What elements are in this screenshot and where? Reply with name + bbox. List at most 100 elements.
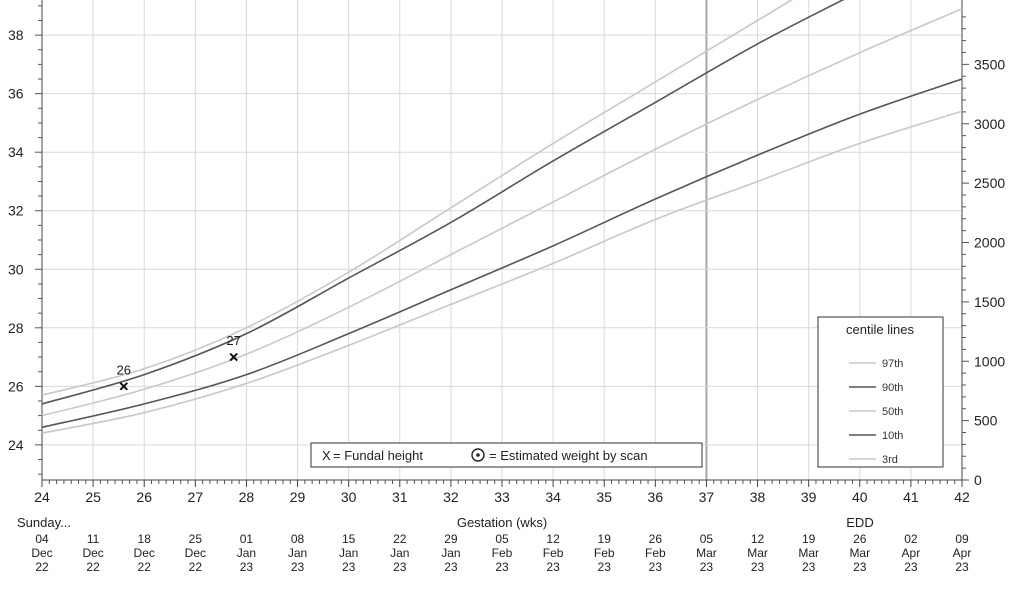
date-day-label: 09 — [955, 532, 969, 546]
date-year-label: 23 — [444, 560, 458, 574]
x-tick-label: 41 — [903, 489, 919, 505]
date-year-label: 23 — [751, 560, 765, 574]
measurement-marks: 26 27 — [117, 333, 241, 391]
date-year-label: 23 — [393, 560, 407, 574]
x-tick-label: 40 — [852, 489, 868, 505]
y-left-tick-label: 28 — [8, 320, 24, 336]
date-day-label: 26 — [853, 532, 867, 546]
fundal-mark — [119, 382, 128, 391]
date-day-label: 22 — [393, 532, 407, 546]
date-month-label: Feb — [594, 546, 615, 560]
y-right-tick-label: 1500 — [974, 294, 1005, 310]
y-right-tick-label: 500 — [974, 413, 998, 429]
date-year-label: 22 — [189, 560, 203, 574]
y-left-tick-label: 34 — [8, 144, 24, 160]
date-day-label: 05 — [700, 532, 714, 546]
start-day-label: Sunday... — [17, 515, 71, 530]
legend-label: 90th — [882, 382, 903, 394]
date-year-label: 22 — [86, 560, 100, 574]
date-month-label: Dec — [185, 546, 206, 560]
y-right-tick-label: 0 — [974, 472, 982, 488]
date-day-label: 18 — [138, 532, 152, 546]
date-month-label: Jan — [288, 546, 307, 560]
x-tick-label: 27 — [188, 489, 204, 505]
y-left-tick-label: 26 — [8, 378, 24, 394]
x-tick-label: 36 — [648, 489, 664, 505]
scan-weight-icon — [471, 448, 485, 462]
date-year-label: 23 — [546, 560, 560, 574]
date-day-label: 25 — [189, 532, 203, 546]
y-right-tick-label: 3500 — [974, 56, 1005, 72]
date-day-label: 08 — [291, 532, 305, 546]
date-year-label: 23 — [649, 560, 663, 574]
date-year-label: 23 — [495, 560, 509, 574]
date-month-label: Jan — [390, 546, 409, 560]
x-tick-label: 35 — [596, 489, 612, 505]
series-line-97th — [42, 0, 793, 396]
date-day-label: 19 — [598, 532, 612, 546]
date-day-label: 12 — [751, 532, 765, 546]
date-day-label: 29 — [444, 532, 458, 546]
x-tick-label: 29 — [290, 489, 306, 505]
date-month-label: Apr — [953, 546, 972, 560]
grid — [41, 0, 963, 480]
x-tick-label: 33 — [494, 489, 510, 505]
legend-label: 97th — [882, 358, 903, 370]
legend: centile lines 97th 90th 50th 10th 3rd — [817, 316, 944, 468]
series-line-50th — [42, 8, 962, 417]
x-tick-label: 28 — [239, 489, 255, 505]
fundal-mark — [229, 352, 238, 362]
date-year-label: 23 — [853, 560, 867, 574]
y-left-tick-label: 24 — [8, 437, 24, 453]
y-left-tick-label: 32 — [8, 203, 24, 219]
series-line-10th — [42, 78, 962, 429]
date-year-label: 23 — [342, 560, 356, 574]
date-day-label: 19 — [802, 532, 816, 546]
date-year-label: 23 — [955, 560, 969, 574]
legend-title: centile lines — [846, 322, 914, 337]
x-tick-label: 31 — [392, 489, 408, 505]
date-year-label: 22 — [138, 560, 152, 574]
date-day-label: 05 — [495, 532, 509, 546]
date-year-label: 23 — [291, 560, 305, 574]
x-tick-label: 38 — [750, 489, 766, 505]
legend-label: 10th — [882, 430, 903, 442]
fundal-mark-label: 27 — [226, 333, 240, 348]
x-tick-label: 26 — [136, 489, 152, 505]
scan-weight-icon-dot — [476, 453, 480, 457]
y-left-tick-label: 30 — [8, 261, 24, 277]
legend-entries: 97th 90th 50th 10th 3rd — [849, 358, 903, 466]
x-axis-title: Gestation (wks) — [457, 515, 547, 530]
date-month-label: Jan — [237, 546, 256, 560]
date-day-label: 01 — [240, 532, 254, 546]
series-line-3rd — [42, 110, 962, 434]
x-tick-label: 25 — [85, 489, 101, 505]
x-tick-label: 34 — [545, 489, 561, 505]
date-month-label: Jan — [339, 546, 358, 560]
date-month-label: Feb — [492, 546, 513, 560]
axes — [35, 0, 969, 487]
x-tick-label: 37 — [699, 489, 715, 505]
y-left-tick-label: 36 — [8, 86, 24, 102]
date-year-label: 23 — [904, 560, 918, 574]
date-day-label: 15 — [342, 532, 356, 546]
date-day-label: 02 — [904, 532, 918, 546]
y-right-tick-label: 2500 — [974, 175, 1005, 191]
date-month-label: Dec — [82, 546, 103, 560]
date-year-label: 22 — [35, 560, 49, 574]
legend-label: 50th — [882, 406, 903, 418]
date-day-label: 26 — [649, 532, 663, 546]
x-tick-label: 32 — [443, 489, 459, 505]
legend-box — [817, 316, 944, 468]
date-year-label: 23 — [240, 560, 254, 574]
fundal-mark-label: 26 — [117, 362, 131, 377]
y-right-tick-label: 2000 — [974, 235, 1005, 251]
fundal-symbol: X — [322, 448, 331, 463]
date-month-label: Mar — [747, 546, 768, 560]
x-tick-label: 30 — [341, 489, 357, 505]
date-month-label: Dec — [31, 546, 52, 560]
y-left-tick-label: 38 — [8, 27, 24, 43]
x-tick-label: 42 — [954, 489, 970, 505]
date-month-label: Dec — [134, 546, 155, 560]
